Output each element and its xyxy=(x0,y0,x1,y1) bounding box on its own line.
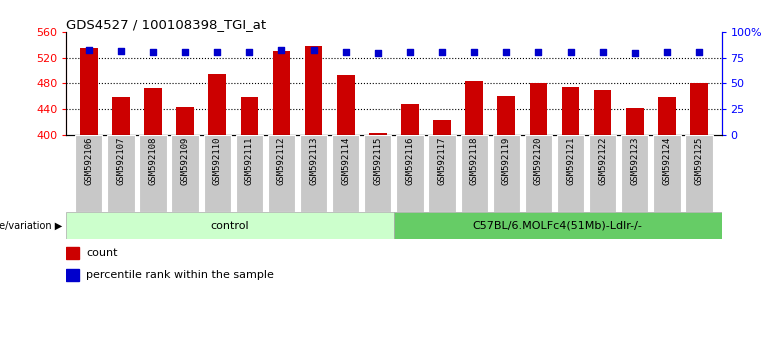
Text: GSM592120: GSM592120 xyxy=(534,137,543,185)
Bar xyxy=(172,135,199,212)
Bar xyxy=(369,133,387,135)
Point xyxy=(115,48,127,54)
Text: GSM592123: GSM592123 xyxy=(630,137,640,185)
Bar xyxy=(268,135,295,212)
Bar xyxy=(300,135,328,212)
Text: count: count xyxy=(86,248,118,258)
Text: C57BL/6.MOLFc4(51Mb)-Ldlr-/-: C57BL/6.MOLFc4(51Mb)-Ldlr-/- xyxy=(473,221,643,231)
Point xyxy=(404,50,417,55)
Bar xyxy=(690,83,708,135)
Bar xyxy=(66,212,394,239)
Bar xyxy=(396,135,424,212)
Text: GSM592118: GSM592118 xyxy=(470,137,479,185)
Bar xyxy=(144,88,162,135)
Text: GSM592110: GSM592110 xyxy=(213,137,222,185)
Text: GSM592115: GSM592115 xyxy=(374,137,382,185)
Bar xyxy=(204,135,231,212)
Bar xyxy=(466,81,483,135)
Text: genotype/variation ▶: genotype/variation ▶ xyxy=(0,221,62,231)
Bar xyxy=(364,135,392,212)
Bar xyxy=(654,135,681,212)
Bar xyxy=(337,75,355,135)
Bar xyxy=(208,74,226,135)
Text: percentile rank within the sample: percentile rank within the sample xyxy=(86,270,274,280)
Bar xyxy=(80,48,98,135)
Bar xyxy=(621,135,648,212)
Point xyxy=(564,50,576,55)
Bar xyxy=(460,135,488,212)
Point xyxy=(693,50,705,55)
Bar xyxy=(332,135,360,212)
Text: control: control xyxy=(211,221,250,231)
Text: GSM592112: GSM592112 xyxy=(277,137,286,185)
Point xyxy=(532,50,544,55)
Bar xyxy=(530,83,548,135)
Bar xyxy=(240,97,258,135)
Bar xyxy=(594,90,612,135)
Point xyxy=(371,51,384,56)
Bar xyxy=(305,46,322,135)
Point xyxy=(243,50,256,55)
Bar xyxy=(562,87,580,135)
Bar xyxy=(589,135,616,212)
Point xyxy=(661,50,673,55)
Bar xyxy=(493,135,520,212)
Bar xyxy=(428,135,456,212)
Bar xyxy=(394,212,722,239)
Text: GSM592124: GSM592124 xyxy=(662,137,672,185)
Bar xyxy=(66,269,80,281)
Text: GSM592107: GSM592107 xyxy=(116,137,126,185)
Bar xyxy=(658,97,675,135)
Text: GDS4527 / 100108398_TGI_at: GDS4527 / 100108398_TGI_at xyxy=(66,18,267,31)
Point xyxy=(629,51,641,56)
Bar xyxy=(236,135,263,212)
Text: GSM592111: GSM592111 xyxy=(245,137,254,185)
Text: GSM592119: GSM592119 xyxy=(502,137,511,185)
Text: GSM592113: GSM592113 xyxy=(309,137,318,185)
Bar xyxy=(75,135,102,212)
Point xyxy=(307,47,320,53)
Point xyxy=(211,50,224,55)
Point xyxy=(597,50,609,55)
Point xyxy=(147,50,159,55)
Bar xyxy=(140,135,167,212)
Point xyxy=(83,47,95,53)
Bar xyxy=(176,107,194,135)
Bar xyxy=(498,96,515,135)
Point xyxy=(179,50,191,55)
Bar xyxy=(112,97,129,135)
Bar xyxy=(66,247,80,259)
Bar xyxy=(273,51,290,135)
Bar xyxy=(557,135,584,212)
Text: GSM592121: GSM592121 xyxy=(566,137,575,185)
Bar xyxy=(433,120,451,135)
Text: GSM592125: GSM592125 xyxy=(694,137,704,185)
Text: GSM592114: GSM592114 xyxy=(341,137,350,185)
Bar xyxy=(108,135,135,212)
Text: GSM592117: GSM592117 xyxy=(438,137,447,185)
Point xyxy=(339,50,352,55)
Text: GSM592122: GSM592122 xyxy=(598,137,607,185)
Point xyxy=(436,50,448,55)
Text: GSM592109: GSM592109 xyxy=(181,137,190,185)
Text: GSM592116: GSM592116 xyxy=(406,137,414,185)
Bar xyxy=(401,104,419,135)
Bar xyxy=(525,135,552,212)
Text: GSM592108: GSM592108 xyxy=(148,137,158,185)
Bar xyxy=(686,135,713,212)
Text: GSM592106: GSM592106 xyxy=(84,137,94,185)
Bar xyxy=(626,108,644,135)
Point xyxy=(500,50,512,55)
Point xyxy=(468,50,480,55)
Point xyxy=(275,47,288,53)
